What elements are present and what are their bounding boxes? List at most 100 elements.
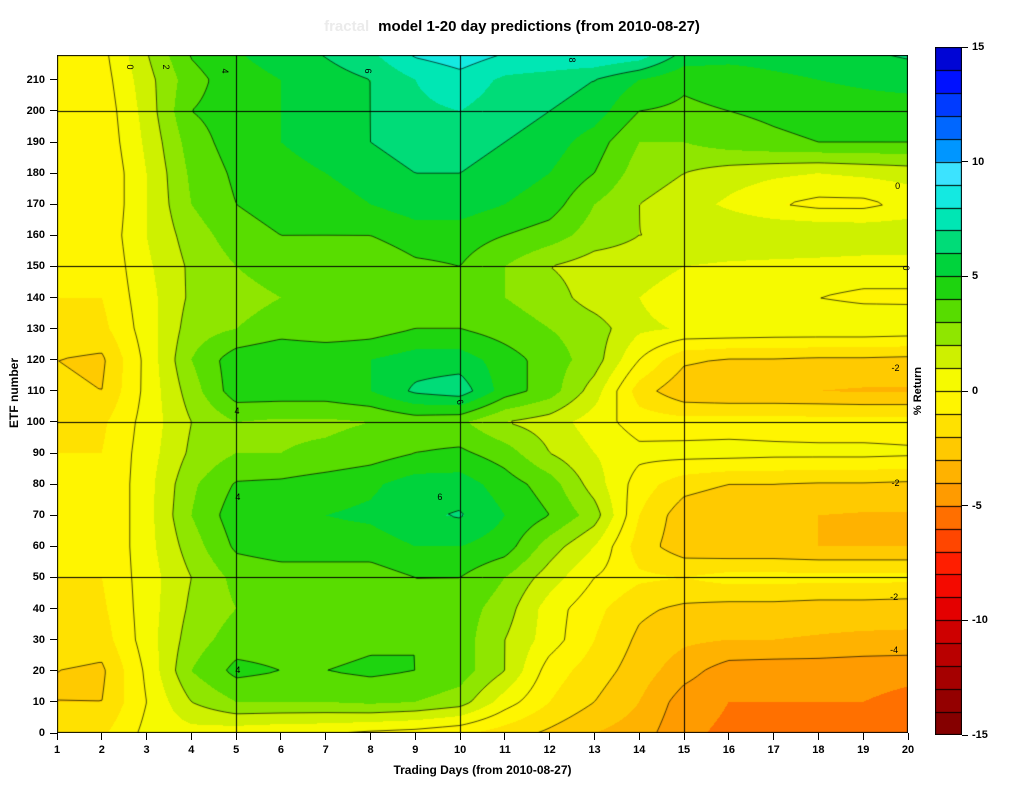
x-axis-tick-label: 17 [767, 744, 780, 756]
title-faint-prefix: fractal [324, 18, 370, 35]
colorbar-tick [962, 46, 968, 48]
x-axis-tick-label: 5 [233, 744, 240, 756]
y-axis-tick [50, 141, 57, 143]
y-axis-tick-label: 60 [32, 540, 45, 553]
y-axis-tick-label: 100 [26, 415, 45, 428]
x-axis-tick-label: 20 [901, 744, 915, 756]
colorbar-tick-label: -5 [972, 499, 982, 512]
colorbar-tick [962, 161, 968, 163]
x-axis-tick [235, 733, 237, 740]
y-axis-tick [50, 328, 57, 330]
colorbar-tick [962, 734, 968, 736]
x-axis-tick [280, 733, 282, 740]
colorbar-tick-label: 5 [972, 270, 979, 283]
y-axis-tick [50, 608, 57, 610]
y-axis-tick [50, 483, 57, 485]
contour-level-label: -2 [891, 363, 900, 374]
x-axis-title: Trading Days (from 2010-08-27) [393, 763, 572, 777]
y-axis-tick-label: 0 [38, 727, 45, 739]
y-axis-tick-label: 180 [26, 167, 45, 180]
x-axis-tick [683, 733, 685, 740]
x-axis-tick-label: 4 [188, 744, 195, 756]
y-axis-tick-label: 150 [26, 260, 45, 273]
x-axis-tick-label: 9 [412, 744, 419, 756]
x-axis-tick-label: 19 [857, 744, 870, 756]
y-axis-tick-label: 80 [32, 478, 45, 491]
colorbar-tick-label: 15 [972, 41, 985, 53]
contour-level-label: 4 [219, 68, 230, 74]
y-axis-tick-label: 120 [26, 353, 45, 366]
contour-level-label: 4 [235, 664, 241, 675]
y-axis-tick-label: 210 [26, 73, 45, 86]
x-axis-tick-label: 16 [722, 744, 735, 756]
page-title: fractal model 1-20 day predictions (from … [0, 18, 1024, 35]
contour-level-label: 6 [437, 491, 443, 502]
x-axis-tick [549, 733, 551, 740]
y-axis-tick-label: 10 [32, 695, 45, 708]
y-axis-tick-label: 50 [32, 571, 45, 584]
y-axis-tick [50, 203, 57, 205]
y-axis-tick [50, 421, 57, 423]
y-axis-tick [50, 234, 57, 236]
contour-level-label: 4 [235, 491, 241, 502]
colorbar-tick [962, 619, 968, 621]
x-axis-tick [414, 733, 416, 740]
contour-level-label: 2 [160, 64, 171, 70]
contour-level-label: 6 [362, 68, 373, 74]
contour-level-label: 0 [900, 265, 911, 271]
x-axis-tick-label: 15 [677, 744, 691, 756]
x-axis-tick-label: 1 [53, 744, 61, 756]
x-axis-tick [146, 733, 148, 740]
colorbar-tick [962, 275, 968, 277]
y-axis-tick [50, 514, 57, 516]
x-axis-tick [773, 733, 775, 740]
contour-level-label: 4 [234, 406, 240, 417]
x-axis-tick [101, 733, 103, 740]
x-axis-tick [593, 733, 595, 740]
y-axis-tick-label: 110 [27, 384, 45, 397]
y-axis-tick [50, 79, 57, 81]
x-axis-tick-label: 3 [143, 744, 150, 756]
y-axis-tick [50, 110, 57, 112]
x-axis-tick [638, 733, 640, 740]
x-axis-tick [504, 733, 506, 740]
x-axis-tick-label: 14 [633, 744, 646, 756]
contour-level-label: -2 [891, 477, 900, 488]
x-axis-tick-label: 7 [322, 744, 329, 756]
y-axis-tick [50, 172, 57, 174]
contour-level-label: -4 [890, 644, 899, 655]
title-main: model 1-20 day predictions (from 2010-08… [378, 18, 700, 35]
colorbar-tick [962, 390, 968, 392]
y-axis-tick-label: 70 [32, 509, 45, 522]
y-axis-tick-label: 130 [26, 322, 45, 335]
y-axis-tick-label: 200 [26, 104, 45, 117]
y-axis-tick-label: 90 [32, 447, 45, 460]
x-axis-tick-label: 13 [588, 744, 601, 756]
y-axis-tick [50, 670, 57, 672]
x-axis-tick [370, 733, 372, 740]
x-axis-tick [862, 733, 864, 740]
contour-level-label: 8 [567, 57, 578, 63]
x-axis-tick [190, 733, 192, 740]
y-axis-tick-label: 190 [26, 136, 45, 149]
x-axis-tick [56, 733, 58, 740]
colorbar-tick [962, 505, 968, 507]
contour-plot-canvas [57, 55, 908, 733]
x-axis-tick-label: 10 [453, 744, 467, 756]
x-axis-tick [817, 733, 819, 740]
x-axis-tick [728, 733, 730, 740]
colorbar-tick-label: 0 [972, 385, 979, 397]
y-axis-tick-label: 140 [26, 291, 45, 304]
y-axis-tick [50, 359, 57, 361]
y-axis-tick-label: 160 [26, 229, 45, 242]
x-axis-tick-label: 11 [499, 744, 511, 756]
y-axis-tick-label: 170 [26, 198, 45, 211]
x-axis-tick-label: 2 [98, 744, 105, 756]
y-axis-tick-label: 30 [32, 633, 45, 646]
x-axis-tick-label: 18 [812, 744, 825, 756]
colorbar-title: % Return [912, 366, 924, 416]
y-axis-tick [50, 390, 57, 392]
colorbar-canvas [935, 47, 962, 735]
contour-level-label: -2 [890, 592, 899, 603]
